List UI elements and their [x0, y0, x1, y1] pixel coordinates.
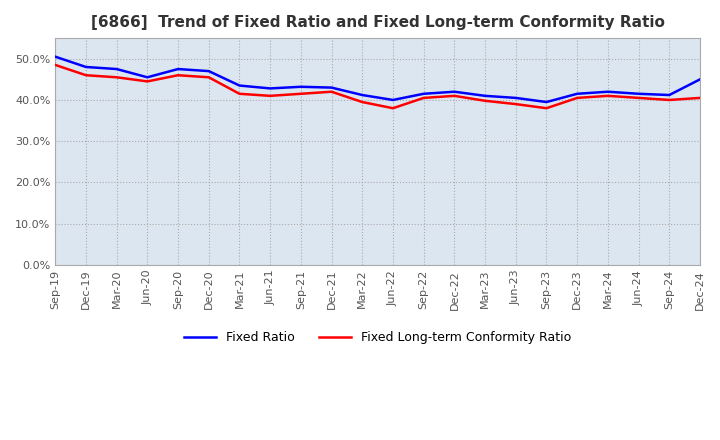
Fixed Ratio [235, 83, 244, 88]
Fixed Long-term Conformity Ratio [573, 95, 582, 101]
Fixed Ratio [358, 92, 366, 98]
Fixed Ratio [297, 84, 305, 89]
Fixed Long-term Conformity Ratio [328, 89, 336, 94]
Fixed Long-term Conformity Ratio [634, 95, 643, 101]
Fixed Ratio [450, 89, 459, 94]
Fixed Long-term Conformity Ratio [542, 106, 551, 111]
Fixed Ratio [51, 54, 60, 59]
Fixed Long-term Conformity Ratio [266, 93, 274, 99]
Fixed Ratio [174, 66, 182, 72]
Line: Fixed Ratio: Fixed Ratio [55, 57, 700, 102]
Fixed Ratio [511, 95, 520, 101]
Fixed Ratio [634, 91, 643, 96]
Fixed Long-term Conformity Ratio [235, 91, 244, 96]
Fixed Long-term Conformity Ratio [665, 97, 674, 103]
Fixed Ratio [389, 97, 397, 103]
Fixed Ratio [481, 93, 490, 99]
Fixed Long-term Conformity Ratio [696, 95, 704, 101]
Fixed Ratio [266, 86, 274, 91]
Fixed Long-term Conformity Ratio [112, 75, 121, 80]
Fixed Long-term Conformity Ratio [143, 79, 152, 84]
Fixed Ratio [143, 75, 152, 80]
Fixed Ratio [112, 66, 121, 72]
Fixed Ratio [81, 64, 90, 70]
Fixed Long-term Conformity Ratio [204, 75, 213, 80]
Fixed Ratio [603, 89, 612, 94]
Fixed Ratio [542, 99, 551, 105]
Fixed Ratio [328, 85, 336, 90]
Fixed Long-term Conformity Ratio [481, 98, 490, 103]
Fixed Long-term Conformity Ratio [389, 106, 397, 111]
Fixed Long-term Conformity Ratio [297, 91, 305, 96]
Fixed Ratio [665, 92, 674, 98]
Fixed Ratio [419, 91, 428, 96]
Fixed Long-term Conformity Ratio [81, 73, 90, 78]
Fixed Ratio [696, 77, 704, 82]
Fixed Ratio [204, 69, 213, 74]
Fixed Long-term Conformity Ratio [603, 93, 612, 99]
Fixed Long-term Conformity Ratio [174, 73, 182, 78]
Fixed Long-term Conformity Ratio [51, 62, 60, 68]
Fixed Long-term Conformity Ratio [419, 95, 428, 101]
Fixed Ratio [573, 91, 582, 96]
Fixed Long-term Conformity Ratio [511, 102, 520, 107]
Fixed Long-term Conformity Ratio [358, 99, 366, 105]
Fixed Long-term Conformity Ratio [450, 93, 459, 99]
Legend: Fixed Ratio, Fixed Long-term Conformity Ratio: Fixed Ratio, Fixed Long-term Conformity … [179, 326, 576, 349]
Line: Fixed Long-term Conformity Ratio: Fixed Long-term Conformity Ratio [55, 65, 700, 108]
Title: [6866]  Trend of Fixed Ratio and Fixed Long-term Conformity Ratio: [6866] Trend of Fixed Ratio and Fixed Lo… [91, 15, 665, 30]
